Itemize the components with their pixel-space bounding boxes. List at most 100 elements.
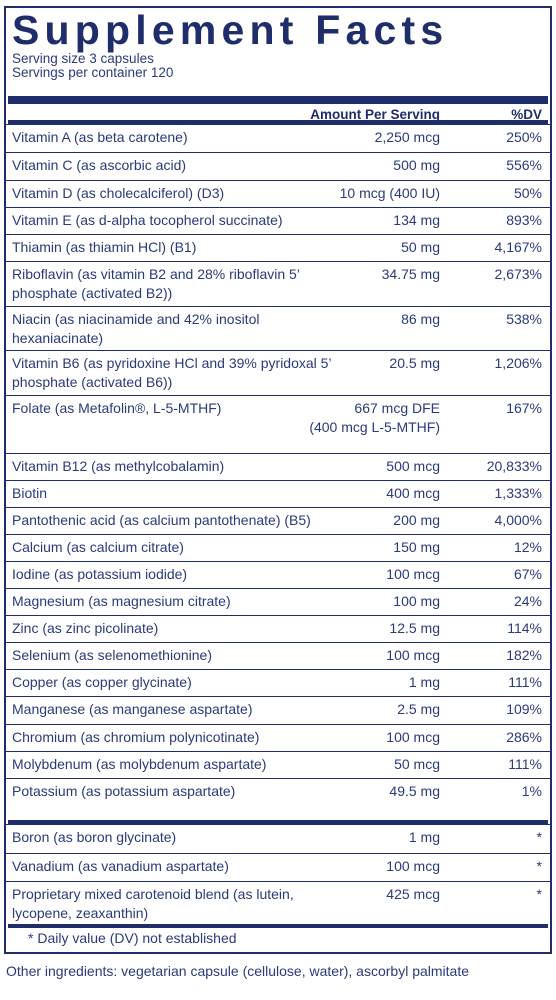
nutrient-name: Potassium (as potassium aspartate): [12, 783, 236, 799]
nutrient-row: Manganese (as manganese aspartate) 2.5 mg…: [6, 696, 550, 724]
nutrient-name: Iodine (as potassium iodide): [12, 566, 188, 582]
nutrient-dv: 286%: [506, 729, 542, 745]
nutrient-amount: 500 mg: [393, 157, 440, 173]
nutrient-dv: 1,206%: [494, 355, 542, 371]
nutrient-name: Selenium (as selenomethionine): [12, 647, 212, 663]
nutrient-name: Zinc (as zinc picolinate): [12, 620, 159, 636]
nutrient-row: Zinc (as zinc picolinate) 12.5 mg 114%: [6, 615, 550, 642]
nutrient-dv: 538%: [506, 311, 542, 327]
nutrient-amount: 667 mcg DFE: [354, 400, 440, 416]
nutrient-dv: 250%: [506, 129, 542, 145]
nutrient-dv: 50%: [513, 185, 542, 201]
nutrient-amount: 12.5 mg: [389, 620, 440, 636]
servings-per-container: Servings per container 120: [12, 65, 174, 80]
nutrient-name: Magnesium (as magnesium citrate): [12, 593, 231, 609]
nutrient-dv: 2,673%: [494, 266, 542, 282]
amount-header: Amount Per Serving: [310, 107, 440, 122]
nutrient-row: Vanadium (as vanadium aspartate) 100 mcg *: [6, 853, 550, 881]
nutrient-amount: 50 mcg: [394, 756, 440, 772]
nutrient-dv: *: [536, 886, 542, 902]
nutrient-amount: 100 mcg: [386, 566, 440, 582]
serving-size: Serving size 3 capsules: [12, 51, 154, 66]
nutrient-row: Niacin (as niacinamide and 42% inositol …: [6, 306, 550, 350]
nutrient-amount: 500 mcg: [386, 458, 440, 474]
nutrient-amount: 20.5 mg: [389, 355, 440, 371]
nutrient-dv: 111%: [508, 674, 542, 690]
nutrient-name: Boron (as boron glycinate): [12, 829, 177, 845]
nutrient-amount: 86 mg: [401, 311, 440, 327]
nutrient-amount: 1 mg: [408, 829, 440, 845]
nutrient-name: Vitamin E (as d-alpha tocopherol succina…: [12, 212, 283, 228]
nutrient-name: Folate (as Metafolin®, L-5-MTHF): [12, 400, 222, 416]
nutrient-dv: 109%: [506, 701, 542, 717]
nutrient-row: Chromium (as chromium polynicotinate) 100…: [6, 724, 550, 751]
nutrient-amount: 134 mg: [393, 212, 440, 228]
nutrient-row: Calcium (as calcium citrate) 150 mg 12%: [6, 534, 550, 561]
nutrient-dv: 111%: [508, 756, 542, 772]
nutrient-amount: 50 mg: [401, 239, 440, 255]
nutrient-row: Biotin 400 mcg 1,333%: [6, 480, 550, 507]
nutrient-name: Vitamin D (as cholecalciferol) (D3): [12, 185, 225, 201]
other-ingredients: Other ingredients: vegetarian capsule (c…: [6, 963, 470, 979]
nutrient-name: Vitamin A (as beta carotene): [12, 129, 188, 145]
nutrient-dv: 1%: [521, 783, 542, 799]
nutrient-amount: 425 mcg: [386, 886, 440, 902]
nutrient-row: Riboflavin (as vitamin B2 and 28% ribofl…: [6, 261, 550, 306]
nutrient-name: Niacin (as niacinamide and 42% inositol …: [12, 311, 260, 346]
nutrient-name: Vitamin B6 (as pyridoxine HCl and 39% py…: [12, 355, 332, 390]
nutrient-dv: 4,167%: [494, 239, 542, 255]
nutrient-row: Iodine (as potassium iodide) 100 mcg 67%: [6, 561, 550, 588]
nutrient-row: Folate (as Metafolin®, L-5-MTHF) 667 mcg …: [6, 395, 550, 453]
nutrient-name: Proprietary mixed carotenoid blend (as l…: [12, 886, 294, 921]
nutrient-amount: 2.5 mg: [397, 701, 440, 717]
nutrient-name: Riboflavin (as vitamin B2 and 28% ribofl…: [12, 266, 300, 301]
nutrient-name: Calcium (as calcium citrate): [12, 539, 184, 555]
nutrient-name: Vitamin C (as ascorbic acid): [12, 157, 187, 173]
column-header: Amount Per Serving %DV: [6, 104, 550, 124]
nutrient-amount: 34.75 mg: [381, 266, 440, 282]
nutrient-amount: 100 mcg: [386, 729, 440, 745]
footnote: * Daily value (DV) not established: [28, 930, 237, 946]
nutrient-row: Copper (as copper glycinate) 1 mg 111%: [6, 669, 550, 696]
nutrient-amount: 10 mcg (400 IU): [339, 185, 440, 201]
header-divider: [8, 96, 548, 104]
nutrient-row: Magnesium (as magnesium citrate) 100 mg 24…: [6, 588, 550, 615]
nutrient-row: Vitamin D (as cholecalciferol) (D3) 10 mc…: [6, 180, 550, 207]
section-divider: [8, 924, 548, 928]
nutrient-row: Vitamin B6 (as pyridoxine HCl and 39% py…: [6, 350, 550, 395]
nutrient-dv: 12%: [513, 539, 542, 555]
section-divider: [8, 120, 548, 124]
nutrient-name: Copper (as copper glycinate): [12, 674, 192, 690]
nutrient-row: Vitamin A (as beta carotene) 2,250 mcg 250…: [6, 124, 550, 152]
nutrient-name: Vitamin B12 (as methylcobalamin): [12, 458, 225, 474]
nutrient-row: Vitamin C (as ascorbic acid) 500 mg 556%: [6, 152, 550, 180]
section-divider: [8, 820, 548, 824]
nutrient-dv: 556%: [506, 157, 542, 173]
nutrient-dv: 24%: [513, 593, 542, 609]
nutrient-name: Biotin: [12, 485, 48, 501]
nutrient-dv: 114%: [507, 620, 542, 636]
nutrient-amount: 100 mcg: [386, 647, 440, 663]
nutrient-dv: 893%: [506, 212, 542, 228]
nutrient-row: Proprietary mixed carotenoid blend (as l…: [6, 881, 550, 925]
nutrient-row: Thiamin (as thiamin HCl) (B1) 50 mg 4,167%: [6, 234, 550, 261]
nutrient-dv: 20,833%: [486, 458, 542, 474]
nutrient-name: Vanadium (as vanadium aspartate): [12, 858, 229, 874]
dv-header: %DV: [511, 107, 542, 122]
nutrient-row: Potassium (as potassium aspartate) 49.5 m…: [6, 778, 550, 806]
nutrient-amount: 400 mcg: [386, 485, 440, 501]
nutrient-dv: *: [536, 829, 542, 845]
nutrient-amount: 2,250 mcg: [374, 129, 440, 145]
nutrient-name: Chromium (as chromium polynicotinate): [12, 729, 260, 745]
nutrient-dv: *: [536, 858, 542, 874]
nutrient-amount: 150 mg: [393, 539, 440, 555]
nutrient-dv: 67%: [513, 566, 542, 582]
nutrient-amount: 49.5 mg: [389, 783, 440, 799]
nutrient-row: Selenium (as selenomethionine) 100 mcg 182…: [6, 642, 550, 669]
nutrient-amount: 100 mg: [393, 593, 440, 609]
nutrient-amount: 200 mg: [393, 512, 440, 528]
nutrient-dv: 4,000%: [494, 512, 542, 528]
nutrient-row: Vitamin B12 (as methylcobalamin) 500 mcg 2…: [6, 453, 550, 480]
nutrient-name: Molybdenum (as molybdenum aspartate): [12, 756, 267, 772]
nutrient-amount-secondary: (400 mcg L-5-MTHF): [309, 419, 440, 435]
